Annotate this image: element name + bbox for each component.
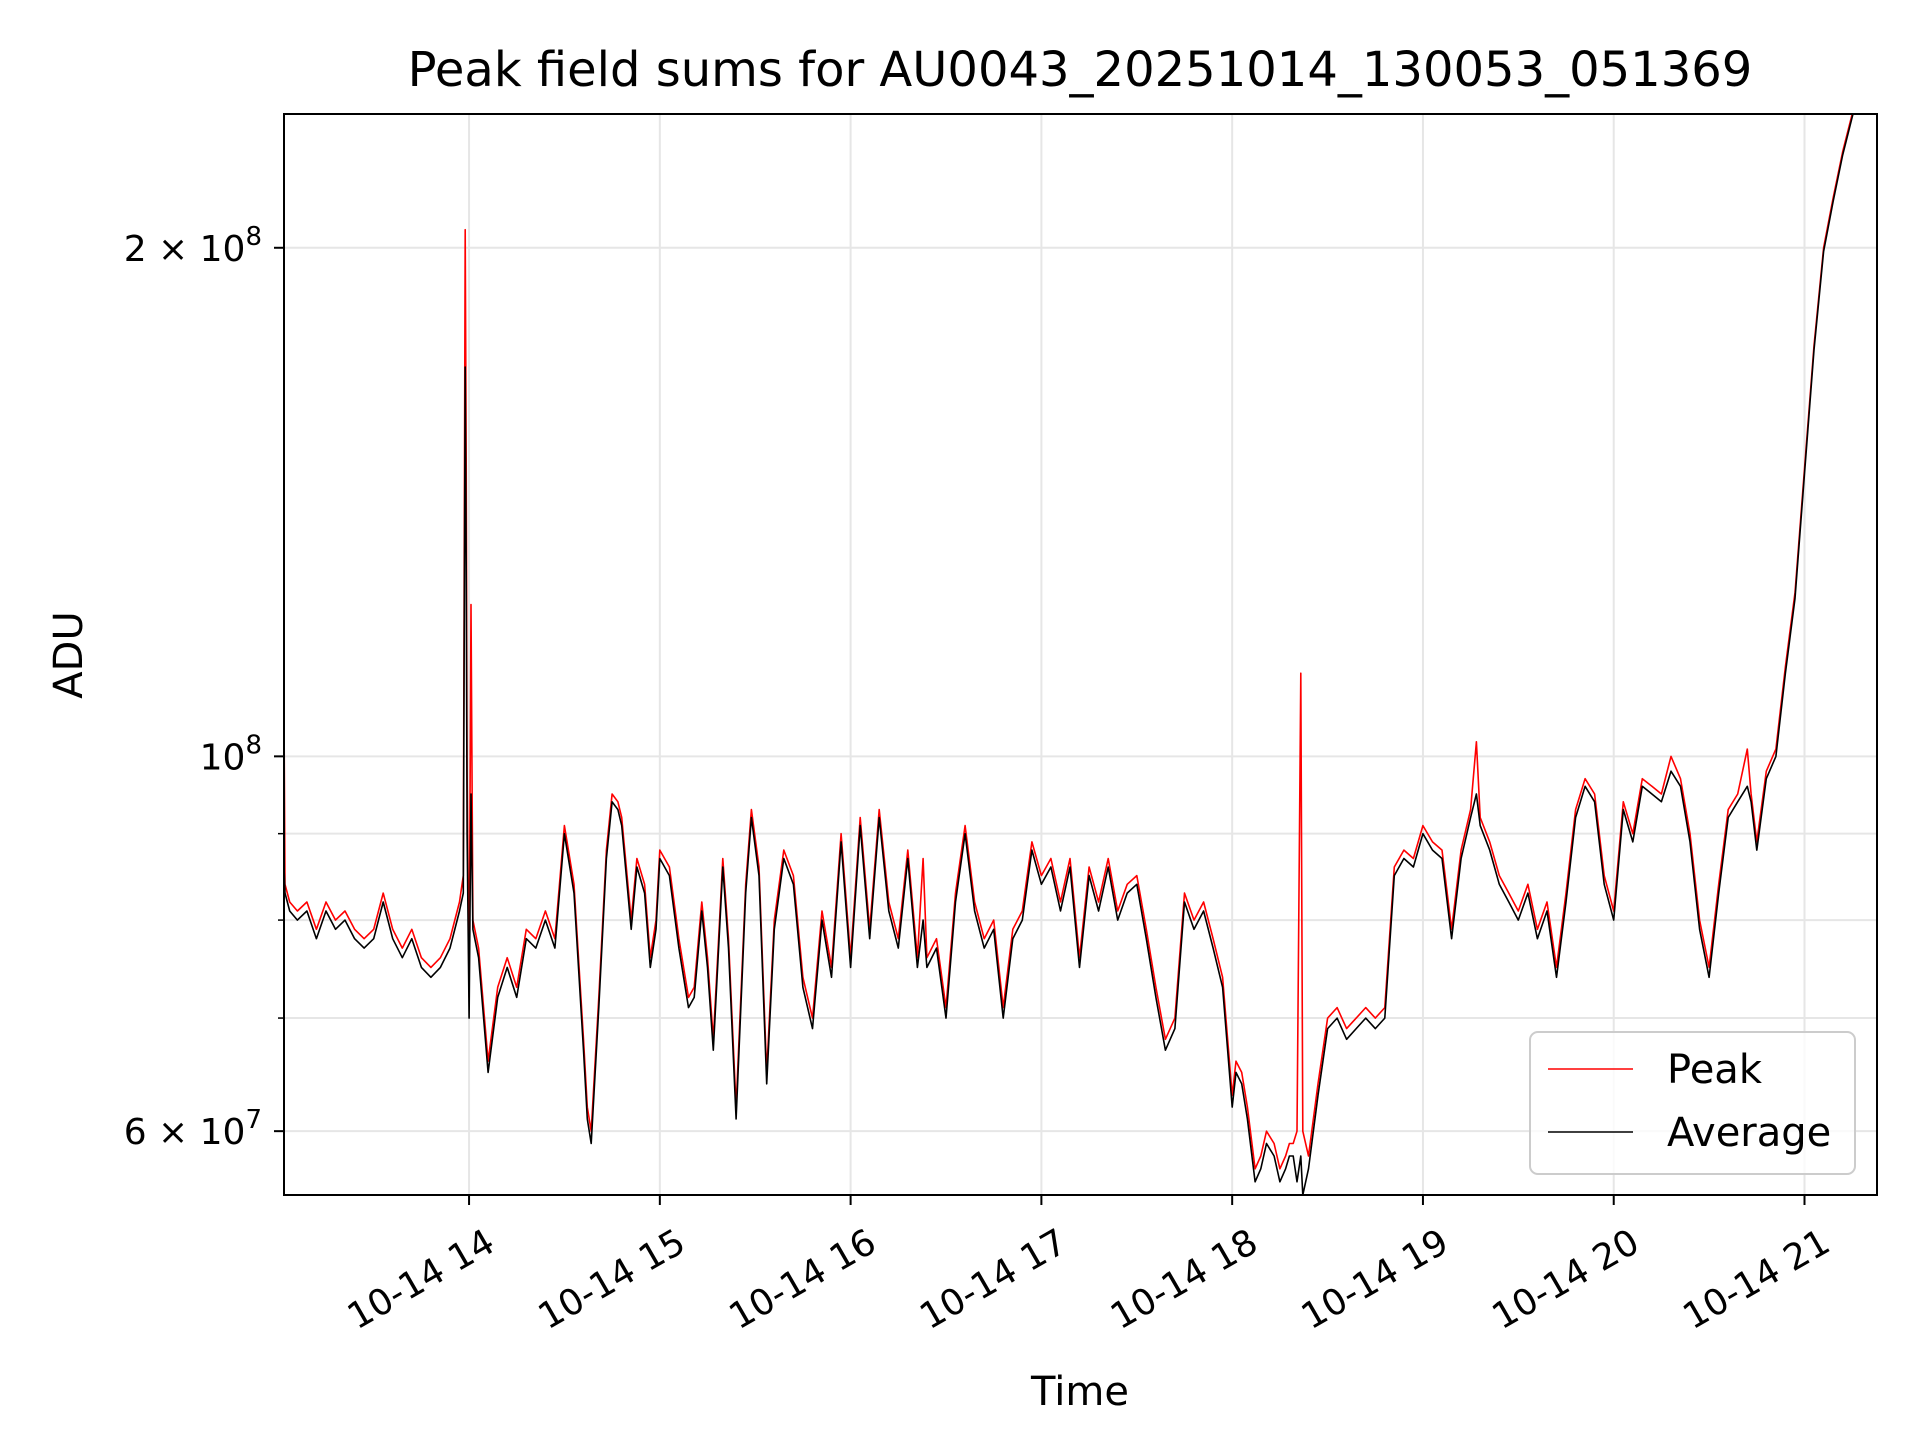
legend: Peak Average [1529,1031,1856,1175]
series-line-average [284,114,1854,1195]
series-line-peak [284,114,1854,1170]
legend-label-peak: Peak [1667,1047,1763,1093]
y-tick-label: 2 × 108 [124,222,262,270]
chart-title: Peak field sums for AU0043_20251014_1300… [408,42,1753,98]
y-axis-label: ADU [46,611,92,698]
plot-frame [283,113,1878,1196]
legend-label-average: Average [1667,1110,1831,1156]
grid-layer [284,114,1877,1195]
y-tick-label: 108 [200,730,262,778]
legend-box [1529,1031,1856,1175]
x-axis-label: Time [1030,1369,1129,1415]
series-layer [284,114,1854,1195]
y-tick-label: 6 × 107 [124,1105,262,1153]
